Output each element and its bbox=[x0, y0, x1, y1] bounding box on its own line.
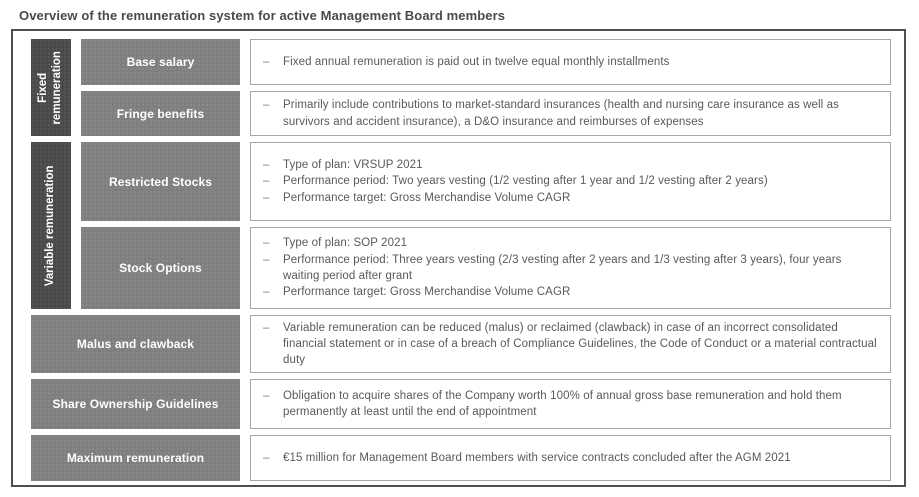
bullet-text: Fixed annual remuneration is paid out in… bbox=[283, 55, 670, 68]
bullet-item: – Type of plan: VRSUP 2021 bbox=[261, 157, 880, 173]
group-bar-variable-remuneration: Variable remuneration bbox=[31, 142, 71, 309]
dash-bullet: – bbox=[263, 321, 270, 334]
dash-bullet: – bbox=[263, 55, 270, 68]
dash-bullet: – bbox=[263, 159, 270, 171]
group-bar-fixed-remuneration: Fixed remuneration bbox=[31, 39, 71, 136]
dash-bullet: – bbox=[263, 286, 270, 299]
dash-bullet: – bbox=[263, 99, 270, 112]
bullet-item: – Performance period: Two years vesting … bbox=[261, 173, 880, 189]
bullet-text: Performance target: Gross Merchandise Vo… bbox=[283, 191, 571, 204]
bullet-text: Primarily include contributions to marke… bbox=[283, 99, 839, 128]
bullet-text: Performance period: Three years vesting … bbox=[283, 253, 842, 282]
bullet-item: – €15 million for Management Board membe… bbox=[261, 450, 880, 466]
description-box-base-salary: – Fixed annual remuneration is paid out … bbox=[250, 39, 891, 85]
label-box-share-ownership-guidelines: Share Ownership Guidelines bbox=[31, 379, 240, 429]
bullet-text: Type of plan: SOP 2021 bbox=[283, 237, 408, 250]
bullet-text: €15 million for Management Board members… bbox=[283, 451, 791, 464]
bullet-item: – Performance target: Gross Merchandise … bbox=[261, 190, 880, 206]
bullet-item: – Performance target: Gross Merchandise … bbox=[261, 284, 880, 300]
dash-bullet: – bbox=[263, 175, 270, 188]
description-box-share-ownership-guidelines: – Obligation to acquire shares of the Co… bbox=[250, 379, 891, 429]
description-box-restricted-stocks: – Type of plan: VRSUP 2021 – Performance… bbox=[250, 142, 891, 221]
label-box-restricted-stocks: Restricted Stocks bbox=[81, 142, 240, 221]
bullet-item: – Performance period: Three years vestin… bbox=[261, 252, 880, 285]
bullet-text: Performance period: Two years vesting (1… bbox=[283, 175, 768, 188]
bullet-text: Variable remuneration can be reduced (ma… bbox=[283, 321, 877, 367]
page-title: Overview of the remuneration system for … bbox=[19, 8, 506, 23]
label-box-maximum-remuneration: Maximum remuneration bbox=[31, 435, 240, 481]
bullet-item: – Variable remuneration can be reduced (… bbox=[261, 320, 880, 369]
group-bar-fixed-label: Fixed remuneration bbox=[37, 50, 63, 125]
label-box-fringe-benefits: Fringe benefits bbox=[81, 91, 240, 136]
dash-bullet: – bbox=[263, 451, 270, 464]
description-box-stock-options: – Type of plan: SOP 2021 – Performance p… bbox=[250, 227, 891, 309]
dash-bullet: – bbox=[263, 237, 270, 250]
dash-bullet: – bbox=[263, 191, 270, 204]
group-bar-variable-label: Variable remuneration bbox=[44, 165, 57, 286]
dash-bullet: – bbox=[263, 253, 270, 266]
bullet-text: Performance target: Gross Merchandise Vo… bbox=[283, 286, 571, 299]
description-box-maximum-remuneration: – €15 million for Management Board membe… bbox=[250, 435, 891, 481]
label-box-malus-and-clawback: Malus and clawback bbox=[31, 315, 240, 373]
bullet-text: Obligation to acquire shares of the Comp… bbox=[283, 389, 842, 418]
bullet-item: – Obligation to acquire shares of the Co… bbox=[261, 388, 880, 421]
dash-bullet: – bbox=[263, 389, 270, 402]
bullet-item: – Type of plan: SOP 2021 bbox=[261, 235, 880, 251]
overview-frame: Fixed remuneration Variable remuneration… bbox=[11, 29, 906, 487]
bullet-text: Type of plan: VRSUP 2021 bbox=[283, 159, 423, 171]
label-box-stock-options: Stock Options bbox=[81, 227, 240, 309]
bullet-item: – Primarily include contributions to mar… bbox=[261, 97, 880, 130]
overview-grid: Fixed remuneration Variable remuneration… bbox=[31, 39, 891, 481]
description-box-fringe-benefits: – Primarily include contributions to mar… bbox=[250, 91, 891, 136]
bullet-item: – Fixed annual remuneration is paid out … bbox=[261, 54, 880, 70]
description-box-malus-and-clawback: – Variable remuneration can be reduced (… bbox=[250, 315, 891, 373]
label-box-base-salary: Base salary bbox=[81, 39, 240, 85]
